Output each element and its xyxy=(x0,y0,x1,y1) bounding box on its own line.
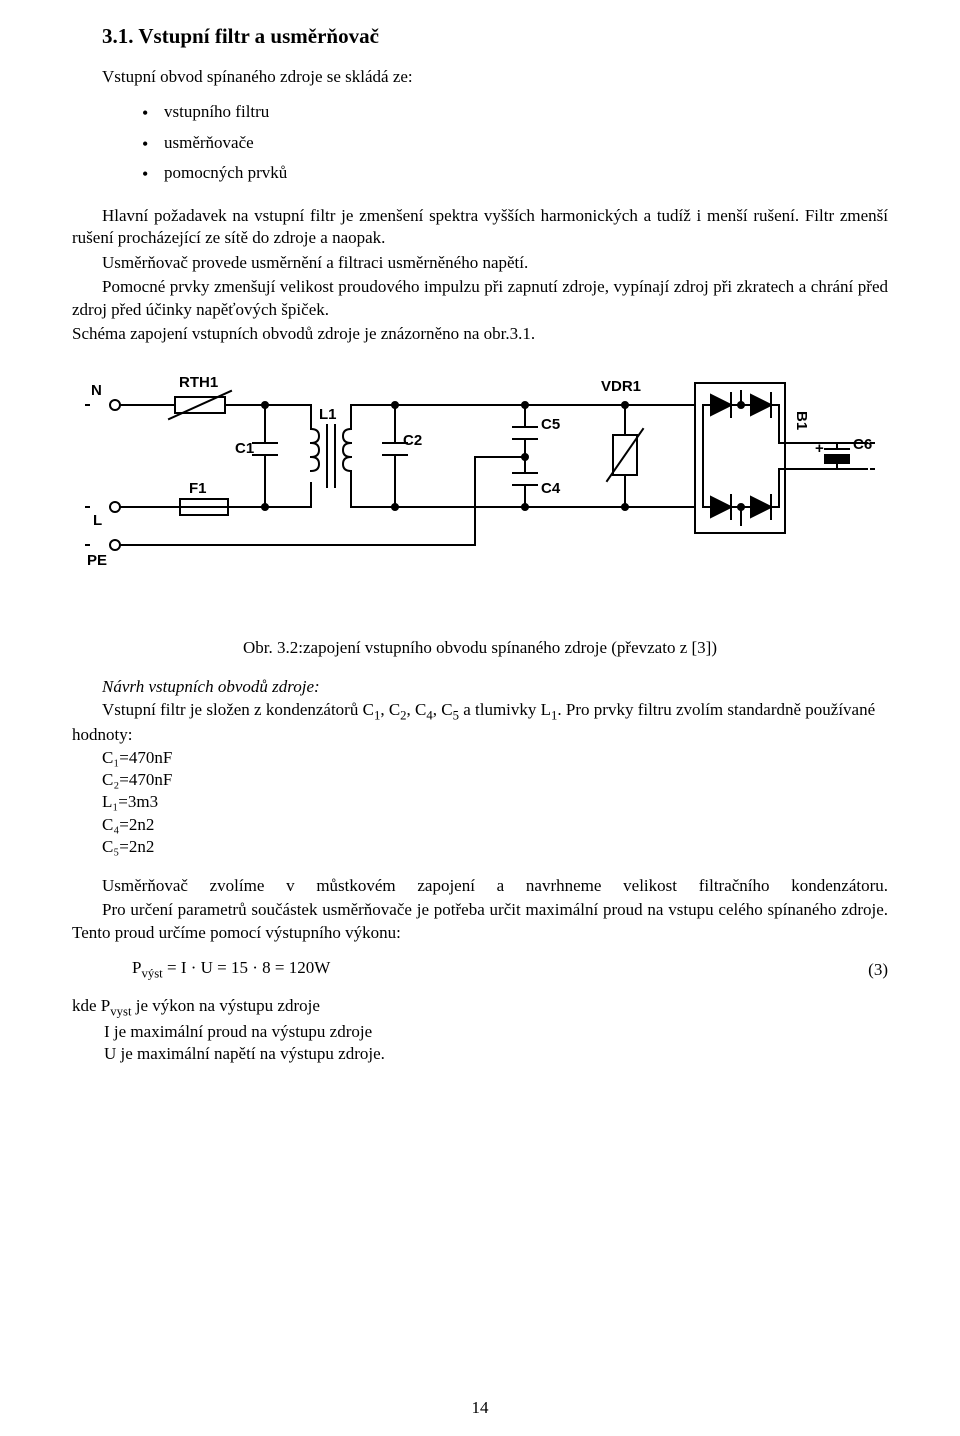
value-line: C₂=470nF xyxy=(102,769,888,791)
page-number: 14 xyxy=(0,1398,960,1418)
figure: N L PE RTH1 C1 L1 C2 F1 C5 C4 VDR1 B1 C6… xyxy=(72,373,888,588)
label-F1: F1 xyxy=(189,480,207,497)
where-block: kde Pvyst je výkon na výstupu zdroje I j… xyxy=(72,995,888,1065)
label-plus: + xyxy=(815,440,824,457)
label-VDR1: VDR1 xyxy=(601,378,641,395)
where-line: kde Pvyst je výkon na výstupu zdroje xyxy=(72,995,888,1020)
label-L: L xyxy=(93,512,102,529)
design-heading: Návrh vstupních obvodů zdroje: xyxy=(102,677,320,696)
label-B1: B1 xyxy=(793,411,810,430)
text-run: Vstupní filtr je složen z kondenzátorů C xyxy=(102,700,374,719)
schematic-svg: N L PE RTH1 C1 L1 C2 F1 C5 C4 VDR1 B1 C6… xyxy=(85,373,875,583)
bullet-item: pomocných prvků xyxy=(142,158,888,189)
design-p2: Usměrňovač zvolíme v můstkovém zapojení … xyxy=(72,875,888,897)
bullet-item: vstupního filtru xyxy=(142,97,888,128)
component-values: C₁=470nF C₂=470nF L₁=3m3 C₄=2n2 C₅=2n2 xyxy=(102,747,888,859)
label-C6: C6 xyxy=(853,436,872,453)
design-p1: Vstupní filtr je složen z kondenzátorů C… xyxy=(72,699,888,747)
bullet-list: vstupního filtru usměrňovače pomocných p… xyxy=(142,97,888,189)
bullet-item: usměrňovače xyxy=(142,128,888,159)
label-C2: C2 xyxy=(403,432,422,449)
section-heading: 3.1. Vstupní filtr a usměrňovač xyxy=(102,24,888,49)
label-RTH1: RTH1 xyxy=(179,374,218,391)
label-L1: L1 xyxy=(319,406,337,423)
paragraph: Schéma zapojení vstupních obvodů zdroje … xyxy=(72,323,888,345)
paragraph: Hlavní požadavek na vstupní filtr je zme… xyxy=(72,205,888,250)
design-p3: Pro určení parametrů součástek usměrňova… xyxy=(72,899,888,944)
value-line: C₁=470nF xyxy=(102,747,888,769)
label-C4: C4 xyxy=(541,480,561,497)
paragraph: Usměrňovač provede usměrnění a filtraci … xyxy=(72,252,888,274)
page-container: 3.1. Vstupní filtr a usměrňovač Vstupní … xyxy=(0,0,960,1436)
where-line: U je maximální napětí na výstupu zdroje. xyxy=(104,1043,888,1065)
label-PE: PE xyxy=(87,552,107,569)
text-run: a tlumivky L xyxy=(459,700,551,719)
value-line: L₁=3m3 xyxy=(102,791,888,813)
subscript: 2 xyxy=(400,708,406,722)
equation-number: (3) xyxy=(868,960,888,980)
equation-row: Pvýst = I · U = 15 · 8 = 120W (3) xyxy=(72,958,888,981)
label-C5: C5 xyxy=(541,416,560,433)
figure-caption: Obr. 3.2:zapojení vstupního obvodu spína… xyxy=(72,638,888,658)
where-line: I je maximální proud na výstupu zdroje xyxy=(104,1021,888,1043)
subscript: 4 xyxy=(426,708,432,722)
label-C1: C1 xyxy=(235,440,254,457)
subscript: 1 xyxy=(374,708,380,722)
value-line: C₄=2n2 xyxy=(102,814,888,836)
value-line: C₅=2n2 xyxy=(102,836,888,858)
equation-formula: Pvýst = I · U = 15 · 8 = 120W xyxy=(132,958,330,981)
design-block: Návrh vstupních obvodů zdroje: Vstupní f… xyxy=(72,676,888,746)
intro-paragraph: Vstupní obvod spínaného zdroje se skládá… xyxy=(102,67,888,87)
label-N: N xyxy=(91,382,102,399)
paragraph: Pomocné prvky zmenšují velikost proudové… xyxy=(72,276,888,321)
